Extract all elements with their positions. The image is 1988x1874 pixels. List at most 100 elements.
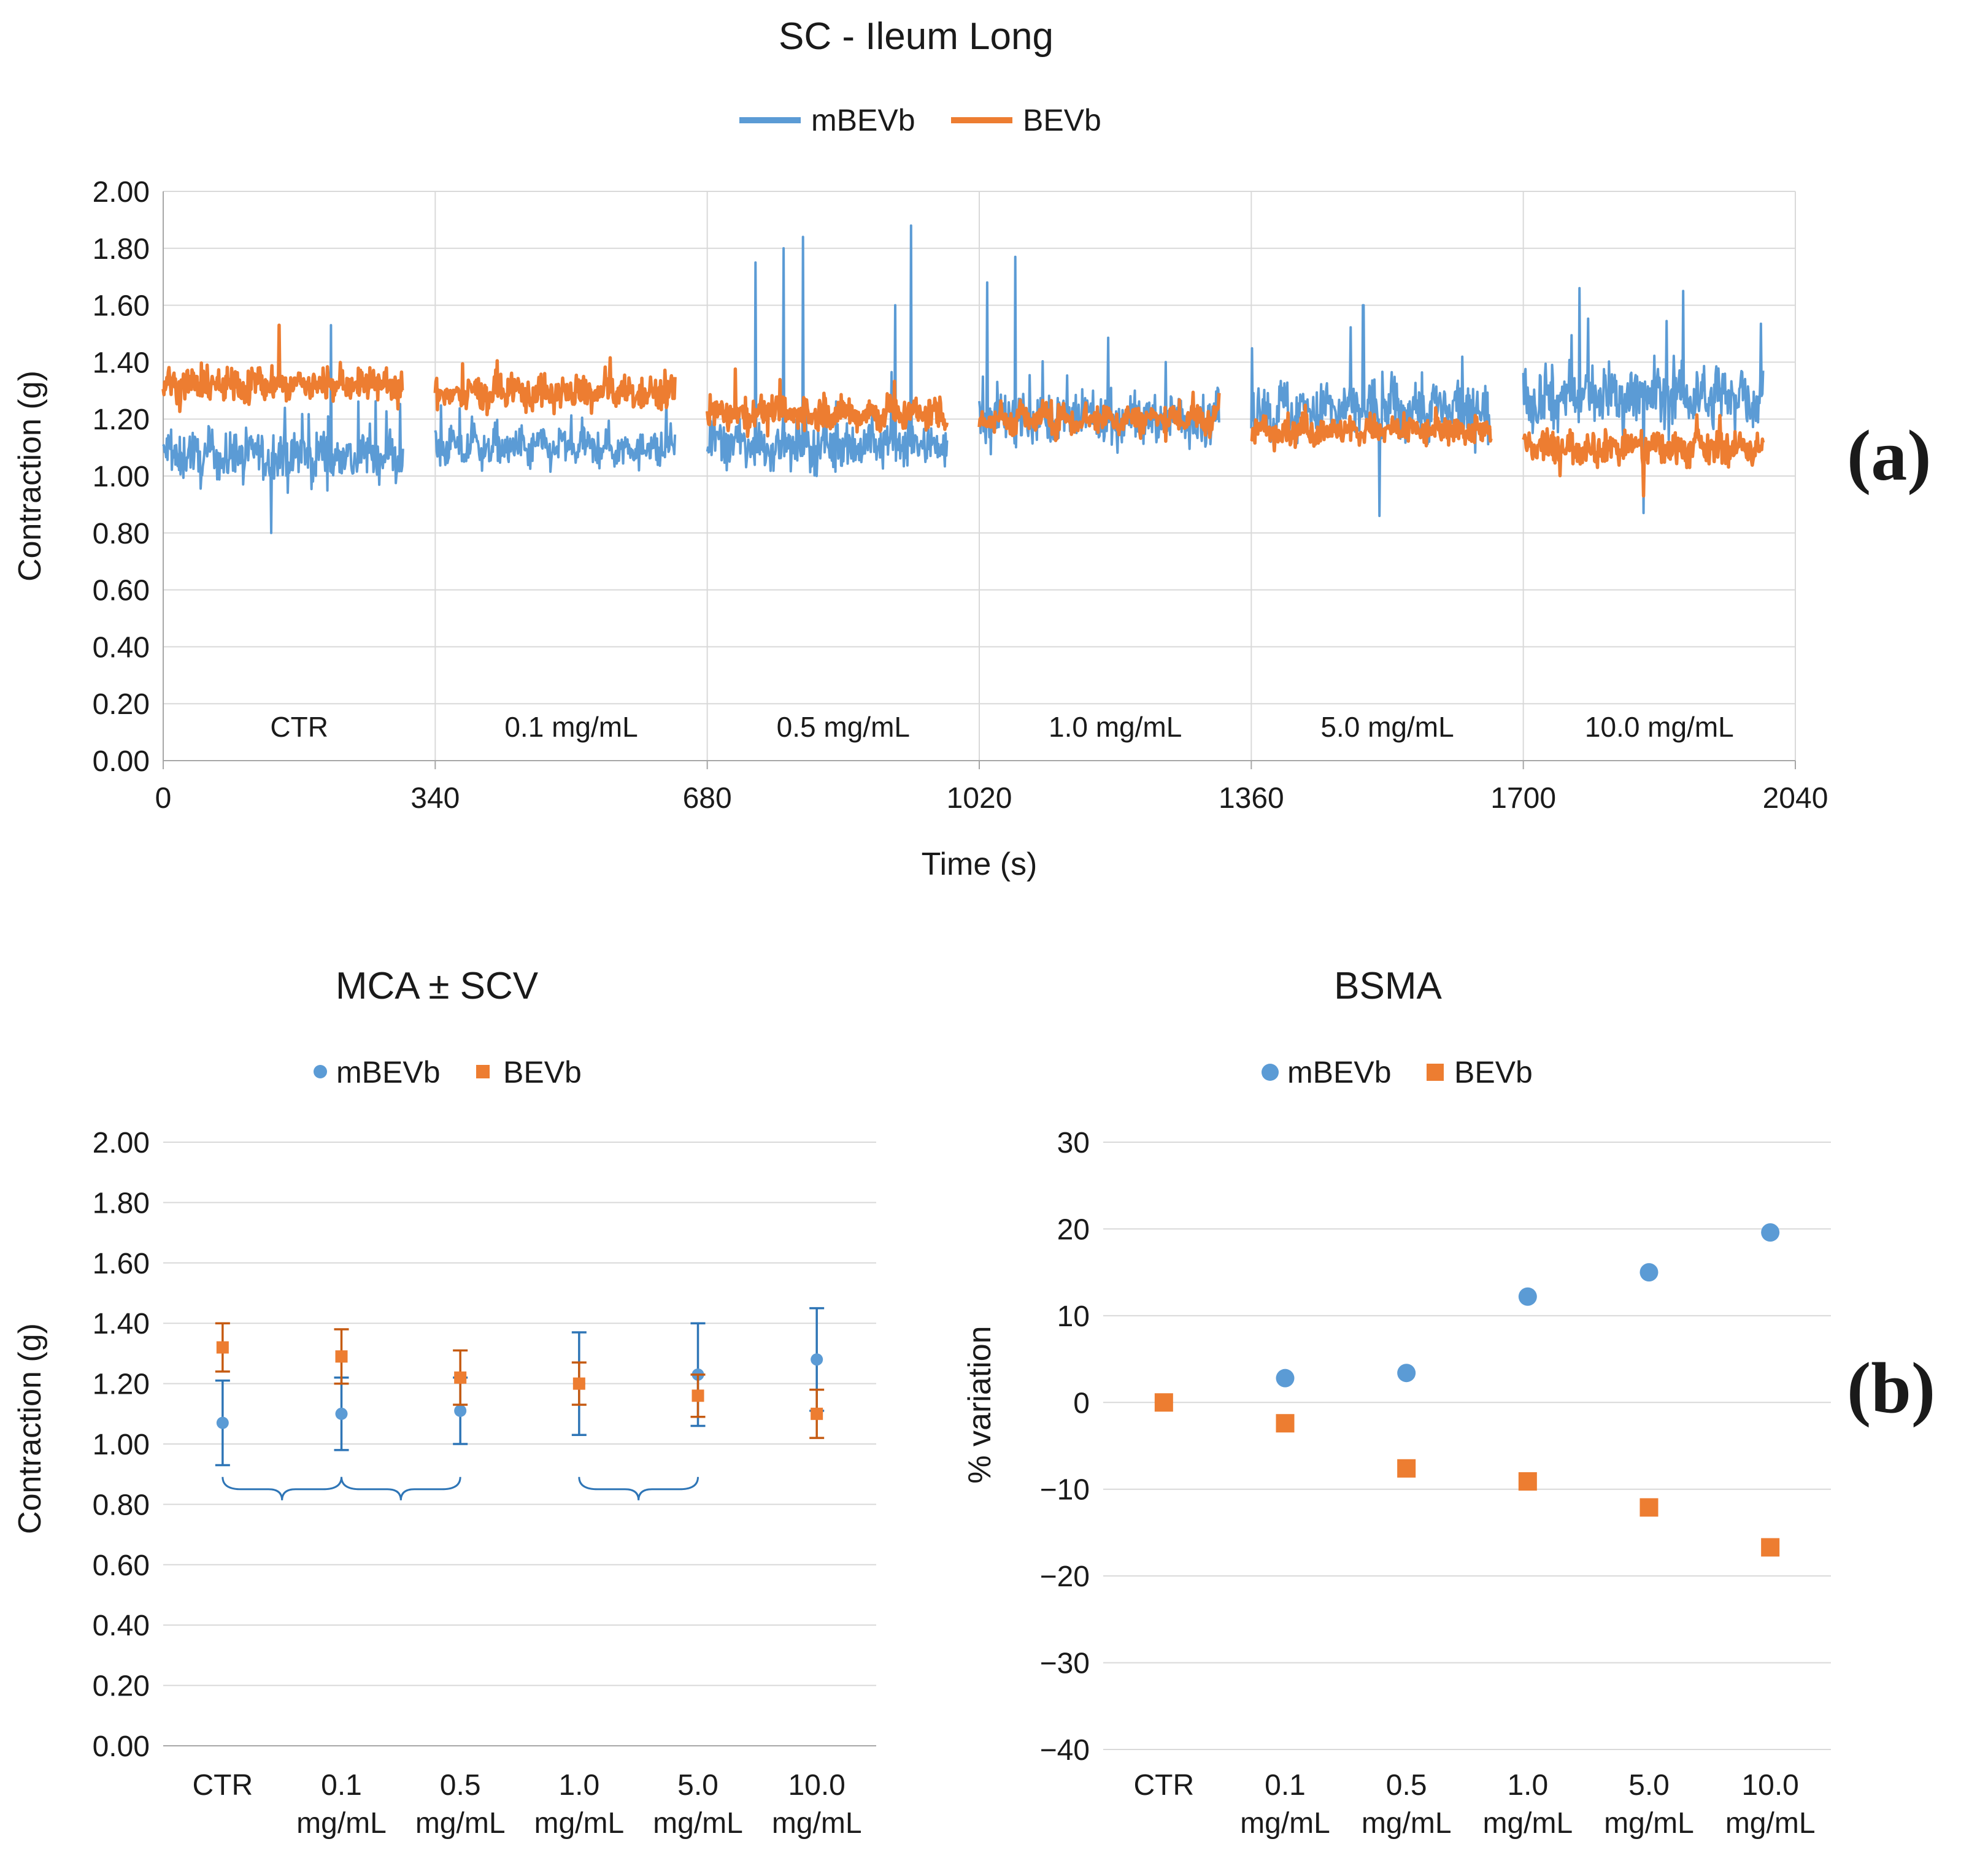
chart-b1-ytick: 0.40: [93, 1610, 150, 1642]
chart-b2-point-mbevb: [1639, 1263, 1659, 1282]
chart-a-series-bevb-segment: [1250, 403, 1493, 453]
chart-a-xtick: 0: [155, 782, 172, 815]
chart-b1-ytick: 2.00: [93, 1127, 150, 1159]
chart-b2-ytick: −10: [1040, 1474, 1090, 1507]
chart-a-ytick: 1.00: [93, 461, 150, 493]
legend-a-bevb-label: BEVb: [1023, 103, 1101, 137]
chart-a-ytick: 2.00: [93, 176, 150, 209]
chart-b1-category-unit: mg/mL: [296, 1807, 387, 1840]
chart-a-xtick: 1700: [1490, 782, 1556, 815]
chart-b2-ytick: −20: [1040, 1561, 1090, 1593]
chart-b1-point-bevb: [572, 1377, 585, 1390]
chart-b1-significance-bracket: [222, 1477, 342, 1500]
chart-b1-ytick: 1.80: [93, 1187, 150, 1219]
chart-a-ytick: 1.40: [93, 347, 150, 379]
chart-b1-plot: 0.00 0.20 0.40 0.60 0.80 1.00 1.20 1.40 1.60 1.80…: [93, 1127, 876, 1840]
chart-a-series-bevb-segment: [977, 390, 1221, 443]
chart-a-series-bevb-segment: [1522, 413, 1765, 498]
chart-b2-category-label: 5.0: [1628, 1769, 1670, 1802]
chart-b1-significance-bracket: [341, 1477, 461, 1500]
chart-b2-category-label: 10.0: [1741, 1769, 1798, 1802]
chart-b2-category-unit: mg/mL: [1725, 1807, 1816, 1840]
legend-b1-bevb-marker: [476, 1065, 490, 1078]
chart-b2-category-label: 0.1: [1265, 1769, 1306, 1802]
chart-a-series-mbevb-segment: [162, 324, 404, 534]
chart-b2-point-mbevb: [1761, 1223, 1780, 1242]
chart-b1-ytick: 1.00: [93, 1429, 150, 1461]
chart-b2-ytick: 30: [1057, 1127, 1090, 1159]
chart-b2-category-unit: mg/mL: [1362, 1807, 1452, 1840]
chart-b1-point-bevb: [811, 1407, 823, 1420]
chart-a-series-mbevb-segment: [1250, 304, 1492, 517]
panel-label-a: (a): [1847, 415, 1932, 496]
chart-b2-category-label: 1.0: [1507, 1769, 1548, 1802]
chart-b1-category-label: 1.0: [558, 1769, 599, 1802]
chart-b2-ytick: −30: [1040, 1648, 1090, 1680]
chart-b1-category-label: 10.0: [788, 1769, 845, 1802]
chart-b1-category-unit: mg/mL: [653, 1807, 743, 1840]
chart-a-ytick: 0.40: [93, 631, 150, 664]
chart-b2-ytick: −40: [1040, 1734, 1090, 1767]
chart-b1-point-bevb: [335, 1350, 348, 1363]
legend-b2-mbevb-label: mBEVb: [1287, 1055, 1392, 1089]
chart-a-segment-label: CTR: [270, 711, 328, 743]
chart-b1-ylabel: Contraction (g): [12, 1323, 48, 1534]
panel-label-b: (b): [1847, 1348, 1935, 1428]
chart-b1-point-mbevb: [811, 1353, 823, 1366]
chart-b2-category-label: 0.5: [1386, 1769, 1427, 1802]
chart-b1-ytick: 1.60: [93, 1248, 150, 1280]
chart-a-xtick: 340: [410, 782, 460, 815]
chart-a-ytick: 0.60: [93, 575, 150, 607]
chart-a-ytick: 1.20: [93, 404, 150, 436]
chart-b1-significance-bracket: [578, 1477, 699, 1500]
chart-b2-point-mbevb: [1518, 1287, 1537, 1306]
chart-b1-ytick: 0.60: [93, 1550, 150, 1582]
chart-b1-category-label: 5.0: [677, 1769, 719, 1802]
chart-b1-point-mbevb: [216, 1416, 229, 1429]
chart-a-series-bevb-segment: [161, 323, 404, 413]
chart-b1-category-unit: mg/mL: [415, 1807, 506, 1840]
legend-b1-mbevb-marker: [314, 1065, 327, 1078]
chart-b2-title: BSMA: [1334, 965, 1442, 1007]
chart-b2-point-bevb: [1761, 1538, 1780, 1557]
chart-a-segment-label: 0.1 mg/mL: [504, 711, 638, 743]
chart-b2-point-bevb: [1397, 1459, 1416, 1478]
chart-a-title: SC - Ileum Long: [779, 15, 1054, 58]
chart-b2-point-bevb: [1518, 1472, 1537, 1491]
chart-b2-ytick: 10: [1057, 1300, 1090, 1333]
chart-b1-point-mbevb: [454, 1404, 467, 1417]
chart-b1-category-unit: mg/mL: [772, 1807, 862, 1840]
chart-a-series-bevb-segment: [433, 356, 677, 417]
chart-a-segment-label: 0.5 mg/mL: [777, 711, 910, 743]
chart-a-series-mbevb-segment: [706, 224, 949, 477]
chart-a-series-bevb-segment: [705, 367, 949, 439]
chart-b2-category-unit: mg/mL: [1482, 1807, 1573, 1840]
chart-b2-point-bevb: [1154, 1393, 1173, 1412]
chart-b2-point-bevb: [1639, 1498, 1659, 1517]
chart-a-xlabel: Time (s): [922, 847, 1038, 882]
legend-b2-bevb-label: BEVb: [1454, 1055, 1533, 1089]
chart-a-segment-label: 5.0 mg/mL: [1320, 711, 1454, 743]
legend-b2-bevb-marker: [1427, 1064, 1444, 1081]
chart-b2-point-bevb: [1276, 1414, 1295, 1433]
legend-a-mbevb-label: mBEVb: [811, 103, 915, 137]
chart-b1-title: MCA ± SCV: [336, 965, 539, 1007]
chart-b2-ytick: 20: [1057, 1213, 1090, 1246]
chart-a-xtick: 1020: [947, 782, 1012, 815]
chart-b2-category-unit: mg/mL: [1240, 1807, 1330, 1840]
legend-b1-mbevb-label: mBEVb: [336, 1055, 441, 1089]
chart-a-ytick: 1.80: [93, 233, 150, 266]
chart-b2-ytick: 0: [1073, 1387, 1090, 1419]
chart-a-xtick: 2040: [1763, 782, 1828, 815]
chart-b2-category-label: CTR: [1134, 1769, 1195, 1802]
chart-b1-point-bevb: [216, 1341, 229, 1354]
chart-b1-ytick: 0.20: [93, 1670, 150, 1703]
chart-a-segment-label: 1.0 mg/mL: [1049, 711, 1182, 743]
chart-a-ytick: 1.60: [93, 290, 150, 323]
chart-a-ytick: 0.00: [93, 745, 150, 778]
chart-b2-plot: −40 −30 −20 −10 0 10 20 30 CTR 0.1 mg/mL 0.5 mg/mL 1.…: [1040, 1127, 1831, 1840]
chart-b2-legend: mBEVb BEVb: [1262, 1055, 1533, 1089]
chart-b2-point-mbevb: [1276, 1369, 1295, 1388]
chart-b1-ytick: 1.20: [93, 1369, 150, 1401]
